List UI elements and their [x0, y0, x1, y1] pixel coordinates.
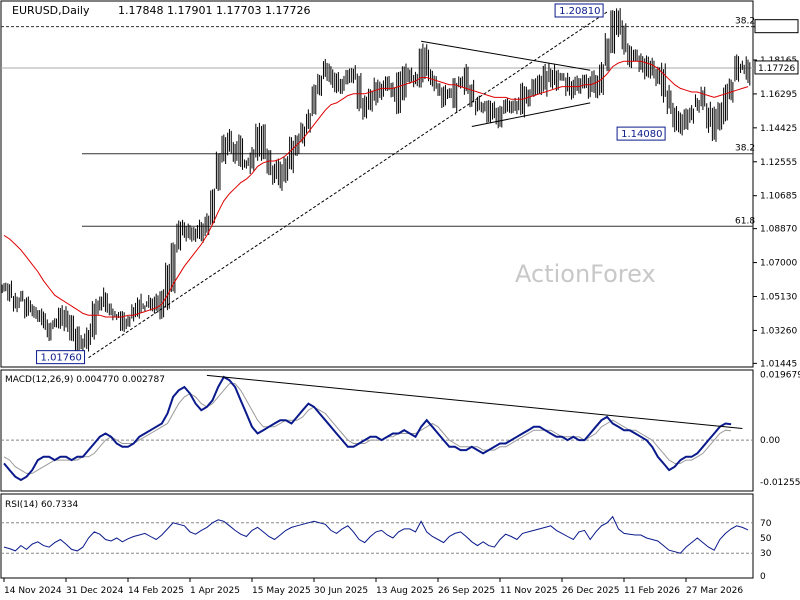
x-tick-label: 26 Dec 2025	[562, 586, 620, 596]
x-tick-label: 13 Aug 2025	[376, 586, 434, 596]
price-tick-label: 1.07000	[760, 259, 797, 269]
x-tick-label: 11 Feb 2026	[624, 586, 680, 596]
x-tick-label: 31 Dec 2024	[66, 586, 124, 596]
price-tick-label: 1.10685	[760, 192, 797, 202]
rsi-tick-label: 30	[760, 549, 772, 559]
price-tick-label: 1.16295	[760, 90, 797, 100]
chart-ohlc: 1.17848 1.17901 1.17703 1.17726	[118, 4, 310, 17]
x-tick-label: 30 Jun 2025	[314, 586, 368, 596]
current-price-label: 1.17726	[758, 64, 795, 74]
price-tick-label: 1.12555	[760, 158, 797, 168]
trendline-triangle-upper	[421, 40, 591, 71]
price-tick-label: 1.03260	[760, 326, 797, 336]
macd-signal-line	[3, 383, 732, 474]
macd-line	[3, 375, 732, 482]
macd-panel-frame	[0, 369, 754, 492]
level-price-box	[754, 19, 799, 34]
price-tick-label: 1.14425	[760, 124, 797, 134]
moving-average-line	[3, 60, 749, 318]
x-tick-label: 26 Sep 2025	[438, 586, 495, 596]
annotation-label: 1.14080	[621, 129, 662, 140]
annotation-box	[36, 350, 86, 365]
level-label-fib-61.8: 61.8	[735, 216, 755, 226]
macd-plot	[1, 374, 753, 482]
x-tick-label: 11 Nov 2025	[500, 586, 558, 596]
rsi-tick-label: 50	[760, 534, 772, 544]
rsi-tick-label: 70	[760, 519, 772, 529]
macd-tick-label: 0.00	[760, 436, 780, 446]
trendline-long-uptrend	[88, 11, 608, 359]
rsi-tick-label: 0	[760, 572, 766, 582]
macd-title: MACD(12,26,9) 0.004770 0.002787	[5, 375, 165, 385]
price-tick-label: 1.08870	[760, 225, 797, 235]
level-label-fib-38.2-lower: 38.2	[735, 144, 755, 154]
x-tick-label: 1 Apr 2025	[190, 586, 240, 596]
trendline-triangle-lower	[471, 102, 591, 127]
rsi-panel-frame	[0, 493, 754, 579]
rsi-title: RSI(14) 60.7334	[5, 500, 78, 510]
x-tick-label: 15 May 2025	[252, 586, 311, 596]
x-tick-label: 14 Feb 2025	[128, 586, 184, 596]
rsi-line	[3, 515, 749, 554]
macd-tick-label: -0.012552	[760, 478, 800, 488]
annotation-box	[616, 126, 666, 141]
price-panel-frame	[0, 0, 754, 368]
x-tick-label: 14 Nov 2024	[4, 586, 62, 596]
rsi-plot	[1, 515, 753, 554]
watermark: ActionForex	[515, 260, 656, 288]
price-tick-label: 1.05130	[760, 293, 797, 303]
macd-trendline	[206, 374, 743, 430]
chart-symbol: EURUSD,Daily	[12, 4, 90, 17]
macd-tick-label: 0.019679	[760, 371, 800, 381]
x-tick-label: 27 Mar 2026	[686, 586, 743, 596]
current-price-box	[754, 60, 799, 75]
axes: 1.200001.181651.162951.144251.125551.106…	[3, 19, 800, 596]
annotation-label: 1.20810	[559, 6, 600, 17]
level-label-fib-38.2-upper: 38.2	[735, 17, 755, 27]
price-tick-label: 1.01445	[760, 359, 797, 369]
annotation-label: 1.01760	[41, 353, 82, 364]
annotation-box	[554, 3, 604, 18]
price-plot: 38.2 38.2 61.8 1.20810 1.14080 1.01760	[1, 3, 755, 365]
